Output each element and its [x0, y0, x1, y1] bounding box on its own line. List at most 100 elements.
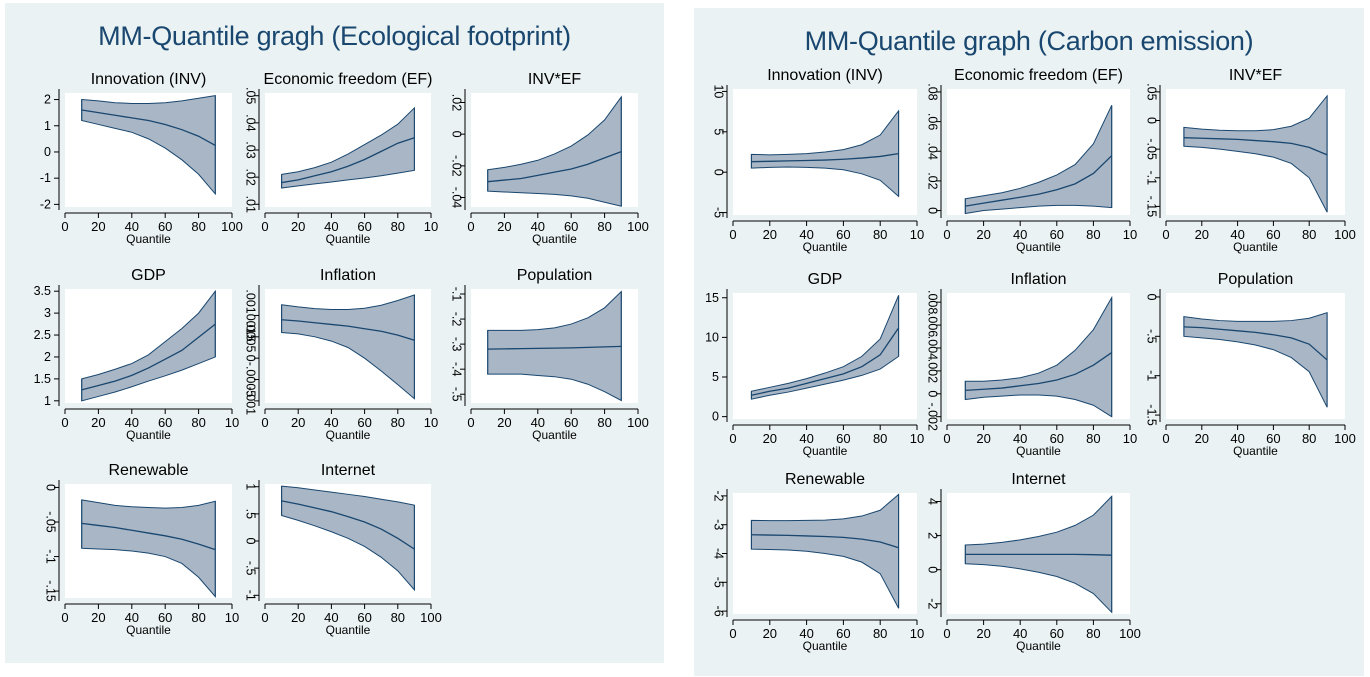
x-tick-label: 60 — [836, 431, 850, 446]
x-tick-label: 40 — [531, 219, 545, 234]
x-tick-label: 0 — [729, 626, 736, 641]
y-tick-label: -.5 — [244, 561, 258, 576]
panel-inv-ef: INV*EF 0 20 40 60 80 100 Quantile -.15 -.1 -.05 0 .0… — [1145, 67, 1356, 254]
y-tick-label: -1 — [244, 590, 258, 601]
estimate-line — [487, 150, 622, 183]
x-tick-label: 60 — [1266, 227, 1280, 242]
x-tick-label: 60 — [1050, 626, 1064, 641]
x-axis-label: Quantile — [803, 240, 848, 254]
x-tick-label: 40 — [324, 415, 338, 430]
y-tick-label: 0 — [244, 355, 258, 362]
panel-renewable: Renewable 0 20 40 60 80 10 Quantile -6 -5 -4 -3 -2 — [712, 471, 925, 653]
x-tick-label: 80 — [597, 415, 611, 430]
x-tick-label: 20 — [976, 431, 990, 446]
y-tick-label: .05 — [244, 87, 258, 104]
x-tick-label: 20 — [763, 227, 777, 242]
x-tick-label: 80 — [1086, 431, 1100, 446]
y-tick-label: 1 — [44, 119, 51, 133]
y-tick-label: -.5 — [450, 387, 464, 402]
panel-title: GDP — [808, 271, 843, 288]
x-axis-label: Quantile — [126, 623, 171, 637]
x-tick-label: 60 — [1266, 431, 1280, 446]
x-tick-label: 40 — [1230, 227, 1244, 242]
y-tick-label: -1.5 — [1145, 404, 1159, 426]
y-tick-label: 0 — [44, 484, 58, 491]
y-tick-label: -5 — [712, 207, 726, 218]
y-tick-label: .002 — [926, 359, 940, 383]
y-tick-label: -.05 — [44, 511, 58, 533]
estimate-line — [281, 319, 415, 341]
x-tick-label: 20 — [91, 219, 105, 234]
y-tick-label: -2 — [926, 598, 940, 609]
estimate-line — [965, 155, 1113, 207]
x-tick-label: 80 — [1086, 227, 1100, 242]
x-tick-label: 20 — [291, 219, 305, 234]
y-tick-label: 2 — [926, 532, 940, 539]
y-tick-label: .006 — [926, 313, 940, 337]
x-tick-label: 60 — [357, 415, 371, 430]
panel-title: Inflation — [1010, 271, 1066, 288]
x-tick-label: 100 — [627, 415, 649, 430]
x-tick-label: 80 — [873, 431, 887, 446]
x-tick-label: 80 — [1302, 431, 1316, 446]
x-tick-label: 0 — [61, 219, 68, 234]
y-tick-label: 0 — [926, 207, 940, 214]
panel-internet: Internet 0 20 40 60 80 100 Quantile -1 -.5 0 .5 1 — [244, 462, 442, 637]
y-tick-label: -.15 — [44, 580, 58, 602]
y-tick-label: 2 — [44, 350, 51, 364]
x-tick-label: 80 — [391, 610, 405, 625]
panel-title: Economic freedom (EF) — [954, 67, 1123, 84]
panel-renewable: Renewable 0 20 40 60 80 10 Quantile -.15 -.1 -.05 0 — [44, 462, 240, 637]
x-tick-label: 60 — [1050, 227, 1064, 242]
estimate-line — [281, 500, 415, 550]
panel-internet: Internet 0 20 40 60 80 100 Quantile -2 0 2 4 — [926, 471, 1141, 653]
panel-population: Population 0 20 40 60 80 100 Quantile -1.5 -1 -.5 0 — [1145, 271, 1356, 458]
y-tick-label: 3 — [44, 306, 51, 320]
estimate-line — [751, 152, 899, 163]
panel-gdp: GDP 0 20 40 60 80 10 Quantile 1 1.5 2 2.5 3 3.5 — [34, 267, 240, 442]
x-tick-label: 80 — [597, 219, 611, 234]
y-tick-label: -3 — [712, 519, 726, 530]
y-tick-label: 2.5 — [34, 328, 51, 342]
y-tick-label: -.3 — [450, 337, 464, 352]
x-tick-label: 10 — [910, 626, 924, 641]
panel-title: Renewable — [785, 471, 865, 488]
y-tick-label: -.15 — [1145, 196, 1159, 218]
y-tick-label: .01 — [244, 196, 258, 213]
panel-title: Economic freedom (EF) — [264, 71, 433, 88]
y-tick-label: 5 — [712, 128, 726, 135]
x-tick-label: 10 — [1123, 431, 1137, 446]
x-axis-label: Quantile — [532, 232, 577, 246]
y-tick-label: .02 — [244, 168, 258, 185]
y-tick-label: .05 — [1145, 83, 1159, 100]
x-tick-label: 80 — [1086, 626, 1100, 641]
x-tick-label: 40 — [1013, 626, 1027, 641]
figure-title-ecological: MM-Quantile gragh (Ecological footprint) — [98, 21, 571, 51]
panel-innovation-inv: Innovation (INV)0 20 40 60 80 10Quantile-5051… — [712, 67, 925, 254]
x-tick-label: 10 — [424, 219, 438, 234]
y-tick-label: 10 — [712, 84, 726, 98]
y-tick-label: 1 — [44, 394, 51, 408]
y-tick-label: -.001 — [244, 387, 258, 416]
ecological-panels-svg: Innovation (INV)0 20 40 60 80 100Quantile-2-1… — [34, 71, 649, 637]
x-tick-label: 0 — [1162, 431, 1169, 446]
x-tick-label: 80 — [391, 219, 405, 234]
y-tick-label: .06 — [926, 113, 940, 130]
x-tick-label: 40 — [799, 431, 813, 446]
x-tick-label: 60 — [158, 610, 172, 625]
panel-title: Innovation (INV) — [91, 71, 207, 88]
y-tick-label: 2 — [44, 93, 51, 107]
y-tick-label: 0 — [1145, 117, 1159, 124]
x-tick-label: 60 — [357, 610, 371, 625]
x-tick-label: 0 — [467, 415, 474, 430]
x-tick-label: 80 — [191, 219, 205, 234]
x-tick-label: 60 — [564, 219, 578, 234]
x-tick-label: 40 — [324, 610, 338, 625]
panel-innovation-inv: Innovation (INV)0 20 40 60 80 100Quantile-2-1… — [40, 71, 243, 246]
panel-title: Internet — [321, 462, 376, 479]
x-tick-label: 10 — [225, 415, 239, 430]
x-tick-label: 0 — [261, 415, 268, 430]
y-tick-label: 1 — [244, 483, 258, 490]
x-axis-label: Quantile — [1233, 444, 1278, 458]
x-tick-label: 20 — [497, 219, 511, 234]
